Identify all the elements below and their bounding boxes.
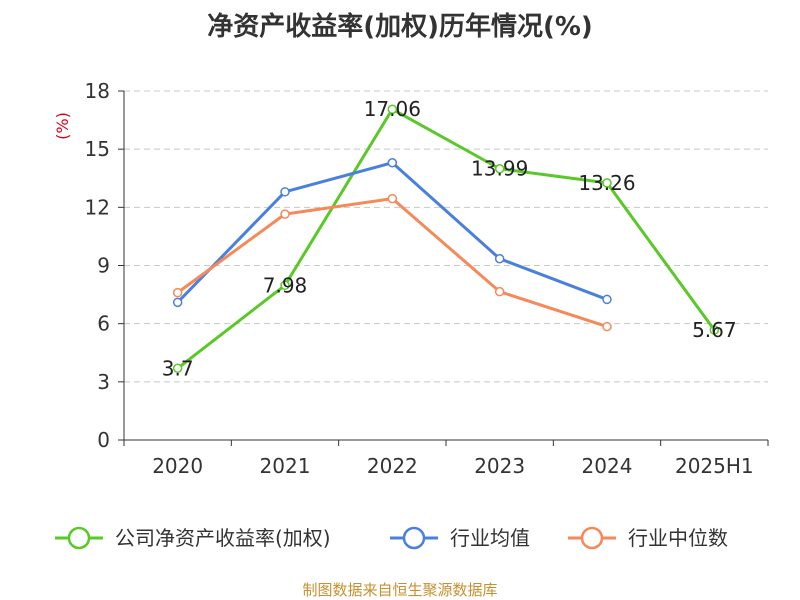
data-label: 17.06: [364, 97, 421, 121]
series-line-2: [176, 197, 608, 329]
legend-marker: [402, 526, 426, 550]
data-point-1: [280, 187, 290, 197]
data-point-2: [387, 193, 398, 204]
data-point-0: [602, 178, 612, 188]
legend-item-0: 公司净资产收益率(加权): [55, 526, 331, 550]
axes: [118, 90, 769, 446]
x-tick-label: 2023: [474, 454, 525, 478]
series-line-0: [176, 107, 716, 370]
y-tick-label: 9: [97, 254, 110, 278]
data-point-0: [387, 104, 398, 114]
x-tick-label: 2021: [260, 454, 311, 478]
data-point-2: [172, 287, 183, 298]
data-label: 13.26: [578, 171, 635, 195]
legend-label: 行业均值: [450, 526, 530, 550]
chart-title: 净资产收益率(加权)历年情况(%): [207, 11, 593, 42]
y-tick-label: 15: [85, 137, 110, 161]
legend-marker: [67, 526, 91, 550]
legend-item-2: 行业中位数: [568, 526, 728, 550]
legend-item-1: 行业均值: [390, 526, 530, 550]
data-label: 13.99: [471, 157, 528, 181]
data-point-0: [172, 363, 183, 374]
legend-label: 公司净资产收益率(加权): [115, 526, 331, 550]
y-tick-label: 12: [85, 195, 110, 219]
data-label: 7.98: [263, 273, 308, 297]
grid-lines: [124, 90, 768, 383]
y-axis-label: (%): [53, 112, 72, 140]
x-tick-label: 2022: [367, 454, 418, 478]
data-label: 5.67: [692, 318, 737, 342]
y-tick-label: 0: [97, 428, 110, 452]
y-tick-label: 3: [97, 370, 110, 394]
data-point-1: [387, 157, 398, 168]
data-point-1: [172, 297, 183, 308]
data-label: 3.7: [162, 356, 194, 380]
y-tick-label: 6: [97, 312, 110, 336]
series-line-1: [176, 161, 608, 304]
data-labels: 3.7 7.98 17.06 13.99 13.26 5.67: [162, 97, 737, 380]
source-note: 制图数据来自恒生聚源数据库: [302, 581, 497, 599]
legend-marker: [580, 526, 604, 550]
y-tick-label: 18: [85, 79, 110, 103]
data-point-0: [494, 163, 505, 174]
data-point-0: [280, 280, 290, 291]
x-tick-label: 2024: [582, 454, 633, 478]
y-tick-labels: 0 3 6 9 12 15 18: [85, 79, 110, 452]
data-point-2: [280, 209, 290, 219]
x-tick-label: 2020: [152, 454, 203, 478]
data-point-1: [602, 294, 612, 305]
legend: 公司净资产收益率(加权) 行业均值 行业中位数: [55, 526, 728, 550]
data-point-0: [709, 325, 720, 335]
series-group: [172, 104, 720, 374]
x-tick-label: 2025H1: [675, 454, 754, 478]
x-tick-labels: 2020 2021 2022 2023 2024 2025H1: [152, 454, 753, 478]
data-point-2: [602, 321, 612, 332]
legend-label: 行业中位数: [628, 526, 728, 550]
data-point-2: [494, 286, 505, 297]
data-point-1: [494, 253, 505, 264]
